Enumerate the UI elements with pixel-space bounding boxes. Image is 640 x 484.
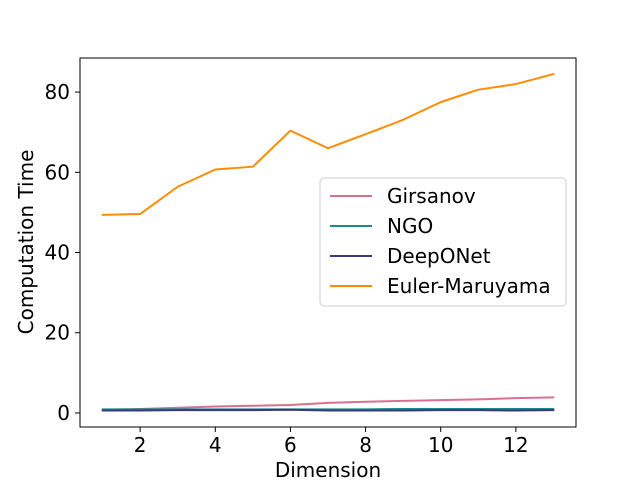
y-tick-label: 80 bbox=[45, 80, 70, 104]
x-tick-label: 2 bbox=[134, 433, 147, 457]
series-line-deeponet bbox=[103, 410, 554, 411]
x-tick-label: 10 bbox=[428, 433, 453, 457]
y-tick-label: 20 bbox=[45, 321, 70, 345]
legend-label: Euler-Maruyama bbox=[387, 274, 551, 298]
x-tick-label: 4 bbox=[209, 433, 222, 457]
y-tick-label: 40 bbox=[45, 241, 70, 265]
y-tick-label: 60 bbox=[45, 160, 70, 184]
legend-label: NGO bbox=[387, 214, 433, 238]
y-axis-label: Computation Time bbox=[14, 150, 38, 335]
x-axis-label: Dimension bbox=[275, 458, 381, 480]
x-tick-label: 6 bbox=[284, 433, 297, 457]
x-tick-label: 8 bbox=[359, 433, 372, 457]
series-line-girsanov bbox=[103, 397, 554, 409]
x-tick-label: 12 bbox=[503, 433, 528, 457]
legend-label: DeepONet bbox=[387, 244, 491, 268]
legend-label: Girsanov bbox=[387, 184, 476, 208]
legend: Girsanov NGO DeepONet Euler-Maruyama bbox=[320, 178, 566, 306]
y-tick-label: 0 bbox=[57, 401, 70, 425]
